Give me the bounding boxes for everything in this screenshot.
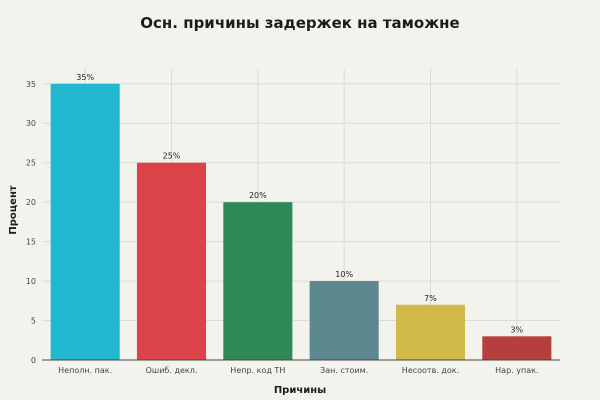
y-tick-label: 20 (26, 198, 36, 207)
x-tick-label: Нар. упак. (495, 366, 538, 375)
bar-value-label: 35% (76, 73, 94, 82)
bar-value-label: 25% (163, 152, 181, 161)
y-tick-label: 30 (26, 119, 36, 128)
x-tick-label: Несоотв. док. (402, 366, 459, 375)
bars (50, 83, 552, 360)
x-tick-label: Неполн. пак. (58, 366, 112, 375)
bar (482, 336, 552, 360)
y-tick-label: 5 (31, 317, 36, 326)
x-axis-label: Причины (274, 385, 326, 396)
y-tick-label: 25 (26, 159, 36, 168)
bar-value-label: 10% (335, 270, 353, 279)
x-tick-label: Ошиб. декл. (146, 366, 198, 375)
x-tick-label: Непр. код ТН (230, 366, 285, 375)
y-tick-label: 0 (31, 356, 36, 365)
y-axis-label: Процент (8, 185, 19, 235)
data-labels: 35% 25% 20% 10% 7% 3% (76, 73, 523, 335)
bar (309, 281, 379, 360)
x-axis-ticks: Неполн. пак. Ошиб. декл. Непр. код ТН Зан. … (58, 366, 538, 375)
y-axis-ticks: 0 5 10 15 20 25 30 35 (26, 80, 36, 365)
bar-value-label: 7% (424, 294, 437, 303)
bar (50, 83, 120, 360)
y-tick-label: 35 (26, 80, 36, 89)
x-tick-label: Зан. стоим. (320, 366, 368, 375)
y-tick-label: 15 (26, 238, 36, 247)
bar (136, 162, 207, 360)
chart-title: Осн. причины задержек на таможне (140, 14, 459, 32)
bar-value-label: 20% (249, 191, 267, 200)
y-tick-label: 10 (26, 277, 36, 286)
bar (223, 202, 293, 360)
bar (395, 304, 466, 360)
bar-value-label: 3% (510, 325, 523, 334)
